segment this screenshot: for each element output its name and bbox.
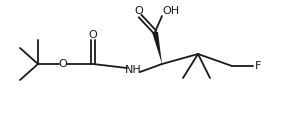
Text: O: O [134, 6, 143, 16]
Text: F: F [255, 61, 261, 71]
Text: O: O [89, 30, 97, 40]
Text: O: O [59, 59, 67, 69]
Polygon shape [152, 32, 162, 64]
Text: NH: NH [125, 65, 141, 75]
Text: OH: OH [162, 6, 179, 16]
